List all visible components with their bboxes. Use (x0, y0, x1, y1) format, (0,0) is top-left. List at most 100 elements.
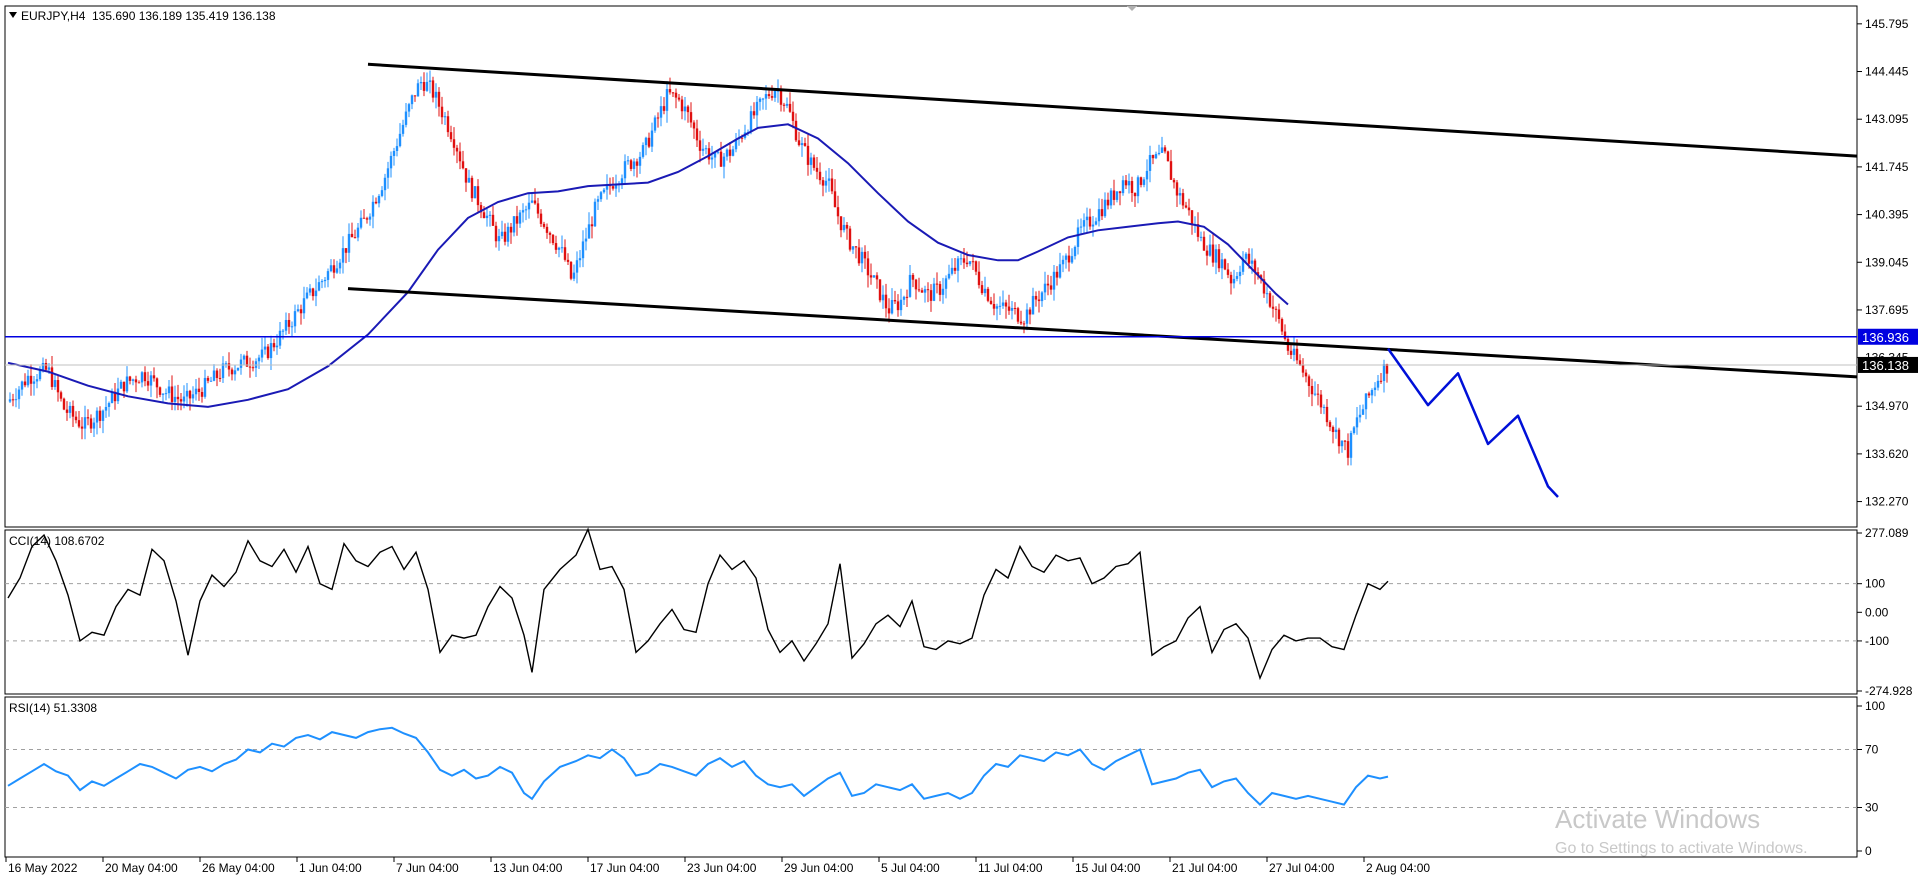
candle-body (653, 117, 657, 131)
candle-body (344, 248, 348, 253)
candle-body (119, 381, 123, 389)
candle-body (1331, 427, 1335, 433)
candle-body (848, 228, 852, 250)
candle-body (1196, 224, 1200, 237)
candle-body (764, 94, 768, 99)
candle-body (713, 152, 717, 158)
candle-body (983, 288, 987, 294)
candle-body (413, 95, 417, 97)
candle-body (656, 117, 660, 119)
candle-body (851, 246, 855, 250)
cci-tick-label: -100 (1865, 634, 1889, 648)
candle-body (575, 260, 579, 273)
candle-body (866, 258, 870, 276)
candle-body (1019, 321, 1023, 324)
candle-body (794, 120, 798, 141)
candle-body (1115, 191, 1119, 200)
price-tick-label: 132.270 (1865, 495, 1909, 509)
candle-body (701, 148, 705, 151)
candle-body (965, 262, 969, 265)
horizontal-lines[interactable] (5, 336, 1857, 366)
candle-body (1133, 192, 1137, 197)
candle-body (1253, 260, 1257, 273)
trendline[interactable] (347, 287, 1858, 379)
candle-body (1241, 258, 1245, 272)
candle-body (560, 247, 564, 249)
candle-body (1100, 209, 1104, 217)
candle-body (416, 83, 420, 97)
candle-body (509, 226, 513, 233)
candle-body (236, 367, 240, 371)
shift-marker-icon[interactable] (1127, 6, 1137, 11)
candle-body (590, 224, 594, 227)
price-tick-label: 134.970 (1865, 399, 1909, 413)
candle-body (131, 379, 135, 381)
price-tags: 136.936 136.138 (1858, 328, 1918, 373)
candle-body (932, 283, 936, 301)
candle-body (1379, 380, 1383, 382)
candle-body (170, 386, 174, 402)
candle-body (947, 273, 951, 279)
candle-body (680, 99, 684, 112)
candle-body (83, 417, 87, 429)
candle-body (1178, 193, 1182, 196)
candle-body (1334, 429, 1338, 433)
candle-body (329, 265, 333, 272)
candle-body (263, 346, 267, 350)
candle-body (32, 381, 36, 384)
candle-body (980, 285, 984, 294)
candle-body (677, 97, 681, 100)
candle-body (1058, 264, 1062, 278)
candle-body (1187, 207, 1191, 211)
candle-body (149, 375, 153, 386)
trendlines[interactable] (347, 62, 1858, 379)
candle-body (842, 224, 846, 231)
candle-body (101, 410, 105, 421)
candle-body (1265, 293, 1269, 295)
candle-body (1355, 417, 1359, 428)
candle-body (770, 96, 774, 98)
candle-body (389, 155, 393, 169)
candle-body (269, 343, 273, 359)
candle-body (257, 357, 261, 362)
candle-body (581, 241, 585, 259)
candle-body (1226, 269, 1230, 275)
candle-body (860, 251, 864, 264)
symbol-menu-icon[interactable] (9, 12, 17, 18)
candle-body (368, 216, 372, 220)
candle-body (599, 192, 603, 200)
candle-body (1154, 154, 1158, 159)
price-tick-label: 141.745 (1865, 160, 1909, 174)
candle-body (179, 399, 183, 402)
candle-body (530, 200, 534, 203)
candle-body (419, 81, 423, 84)
candle-body (923, 289, 927, 293)
candle-body (65, 409, 69, 413)
price-tick-label: 143.095 (1865, 112, 1909, 126)
candle-body (968, 261, 972, 265)
candle-body (1316, 393, 1320, 395)
candle-body (437, 91, 441, 107)
candle-body (632, 161, 636, 169)
candle-body (1061, 259, 1065, 265)
candle-body (1151, 155, 1155, 159)
candle-body (350, 233, 354, 238)
candle-body (914, 279, 918, 290)
candle-body (1337, 429, 1341, 447)
candle-body (1208, 244, 1212, 256)
cci-tick-label: 100 (1865, 577, 1885, 591)
candle-body (1376, 380, 1380, 388)
candle-body (1328, 422, 1332, 428)
candle-body (827, 178, 831, 181)
candle-body (455, 147, 459, 152)
candle-body (1202, 236, 1206, 251)
candle-body (1043, 283, 1047, 293)
trendline[interactable] (367, 62, 1858, 158)
candle-body (395, 146, 399, 151)
candle-body (800, 143, 804, 146)
candle-body (899, 299, 903, 311)
candle-body (77, 420, 81, 427)
candle-body (779, 90, 783, 105)
candle-body (563, 247, 567, 260)
